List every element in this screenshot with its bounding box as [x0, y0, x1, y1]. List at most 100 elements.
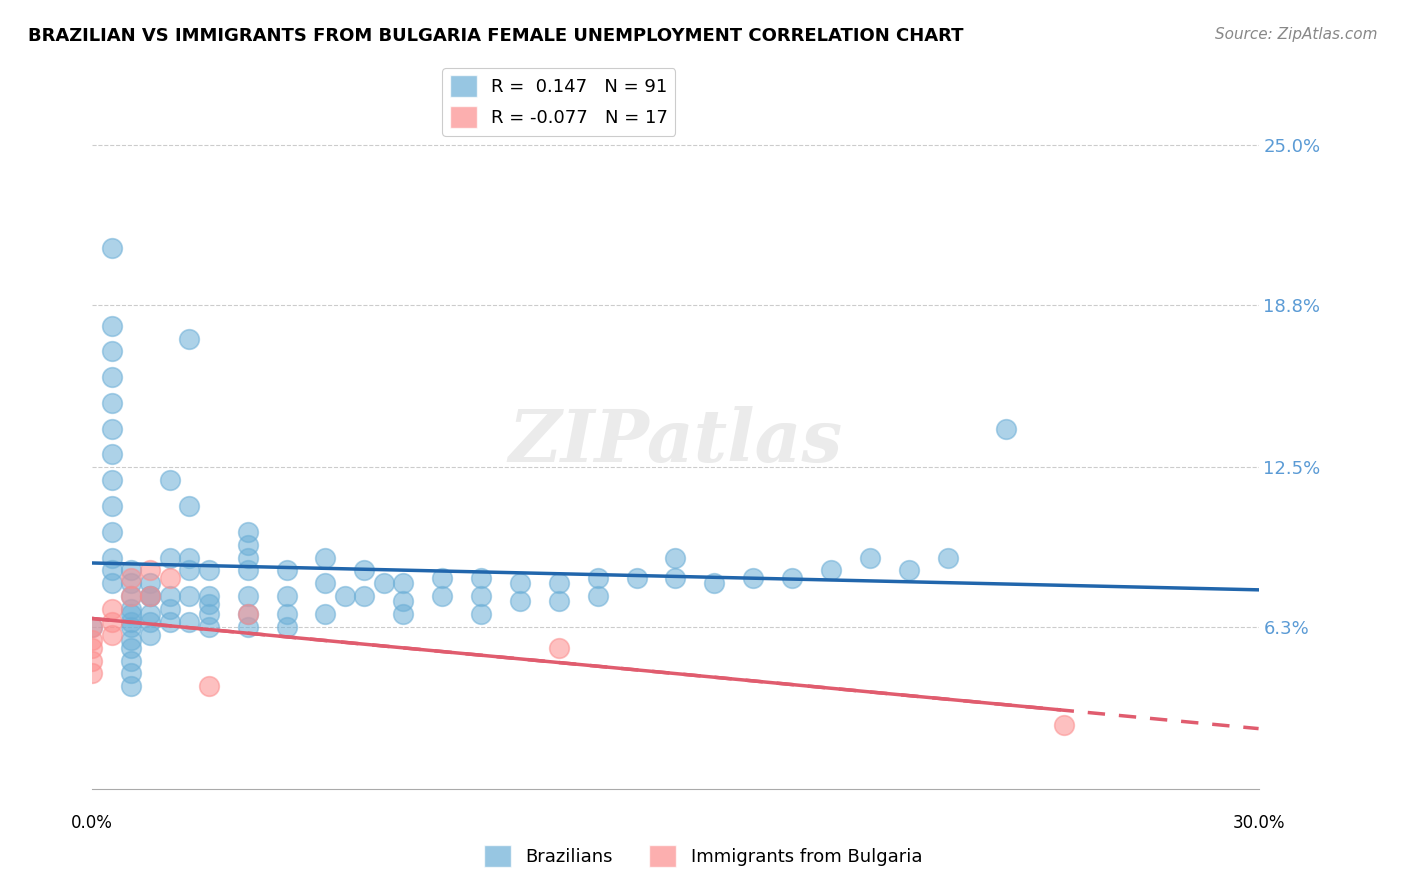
Brazilians: [120, 607, 142, 622]
Brazilians: [179, 332, 201, 346]
Brazilians: [159, 473, 181, 487]
Immigrants from Bulgaria: [139, 563, 162, 577]
Text: 0.0%: 0.0%: [72, 814, 112, 832]
Brazilians: [179, 563, 201, 577]
Legend: R =  0.147   N = 91, R = -0.077   N = 17: R = 0.147 N = 91, R = -0.077 N = 17: [443, 68, 675, 136]
Immigrants from Bulgaria: [82, 620, 104, 634]
Brazilians: [179, 615, 201, 629]
Brazilians: [820, 563, 842, 577]
Brazilians: [139, 589, 162, 603]
Brazilians: [470, 571, 492, 585]
Brazilians: [159, 602, 181, 616]
Brazilians: [120, 632, 142, 647]
Brazilians: [509, 594, 531, 608]
Brazilians: [198, 589, 221, 603]
Immigrants from Bulgaria: [100, 615, 122, 629]
Brazilians: [100, 370, 122, 384]
Immigrants from Bulgaria: [82, 640, 104, 655]
Immigrants from Bulgaria: [159, 571, 181, 585]
Brazilians: [314, 576, 336, 591]
Brazilians: [120, 576, 142, 591]
Brazilians: [276, 563, 298, 577]
Immigrants from Bulgaria: [120, 589, 142, 603]
Brazilians: [547, 594, 569, 608]
Immigrants from Bulgaria: [236, 607, 259, 622]
Brazilians: [859, 550, 882, 565]
Brazilians: [314, 607, 336, 622]
Brazilians: [626, 571, 648, 585]
Immigrants from Bulgaria: [139, 589, 162, 603]
Brazilians: [100, 524, 122, 539]
Text: Source: ZipAtlas.com: Source: ZipAtlas.com: [1215, 27, 1378, 42]
Brazilians: [353, 563, 375, 577]
Brazilians: [276, 607, 298, 622]
Brazilians: [236, 607, 259, 622]
Brazilians: [139, 576, 162, 591]
Brazilians: [159, 589, 181, 603]
Brazilians: [664, 571, 686, 585]
Immigrants from Bulgaria: [82, 654, 104, 668]
Brazilians: [509, 576, 531, 591]
Brazilians: [198, 607, 221, 622]
Brazilians: [100, 241, 122, 255]
Brazilians: [198, 563, 221, 577]
Brazilians: [120, 602, 142, 616]
Brazilians: [139, 628, 162, 642]
Brazilians: [100, 396, 122, 410]
Brazilians: [100, 563, 122, 577]
Immigrants from Bulgaria: [1053, 718, 1076, 732]
Brazilians: [179, 550, 201, 565]
Brazilians: [314, 550, 336, 565]
Immigrants from Bulgaria: [100, 628, 122, 642]
Brazilians: [100, 344, 122, 359]
Brazilians: [780, 571, 803, 585]
Legend: Brazilians, Immigrants from Bulgaria: Brazilians, Immigrants from Bulgaria: [477, 838, 929, 874]
Brazilians: [392, 607, 415, 622]
Brazilians: [198, 597, 221, 611]
Brazilians: [936, 550, 959, 565]
Brazilians: [994, 422, 1017, 436]
Brazilians: [276, 589, 298, 603]
Brazilians: [470, 607, 492, 622]
Brazilians: [236, 620, 259, 634]
Brazilians: [664, 550, 686, 565]
Immigrants from Bulgaria: [547, 640, 569, 655]
Brazilians: [470, 589, 492, 603]
Brazilians: [430, 589, 453, 603]
Text: BRAZILIAN VS IMMIGRANTS FROM BULGARIA FEMALE UNEMPLOYMENT CORRELATION CHART: BRAZILIAN VS IMMIGRANTS FROM BULGARIA FE…: [28, 27, 963, 45]
Brazilians: [120, 620, 142, 634]
Brazilians: [392, 576, 415, 591]
Brazilians: [100, 448, 122, 462]
Brazilians: [236, 538, 259, 552]
Brazilians: [373, 576, 395, 591]
Brazilians: [100, 422, 122, 436]
Brazilians: [897, 563, 920, 577]
Brazilians: [586, 571, 609, 585]
Brazilians: [120, 679, 142, 693]
Brazilians: [586, 589, 609, 603]
Brazilians: [139, 607, 162, 622]
Brazilians: [120, 563, 142, 577]
Brazilians: [120, 589, 142, 603]
Brazilians: [120, 615, 142, 629]
Text: ZIPatlas: ZIPatlas: [509, 406, 842, 477]
Brazilians: [179, 589, 201, 603]
Brazilians: [120, 640, 142, 655]
Brazilians: [139, 615, 162, 629]
Brazilians: [100, 318, 122, 333]
Brazilians: [159, 550, 181, 565]
Brazilians: [236, 589, 259, 603]
Immigrants from Bulgaria: [100, 602, 122, 616]
Immigrants from Bulgaria: [82, 666, 104, 681]
Brazilians: [236, 550, 259, 565]
Brazilians: [276, 620, 298, 634]
Brazilians: [236, 524, 259, 539]
Brazilians: [159, 615, 181, 629]
Brazilians: [430, 571, 453, 585]
Brazilians: [120, 654, 142, 668]
Brazilians: [742, 571, 765, 585]
Brazilians: [547, 576, 569, 591]
Brazilians: [333, 589, 356, 603]
Text: 30.0%: 30.0%: [1232, 814, 1285, 832]
Immigrants from Bulgaria: [198, 679, 221, 693]
